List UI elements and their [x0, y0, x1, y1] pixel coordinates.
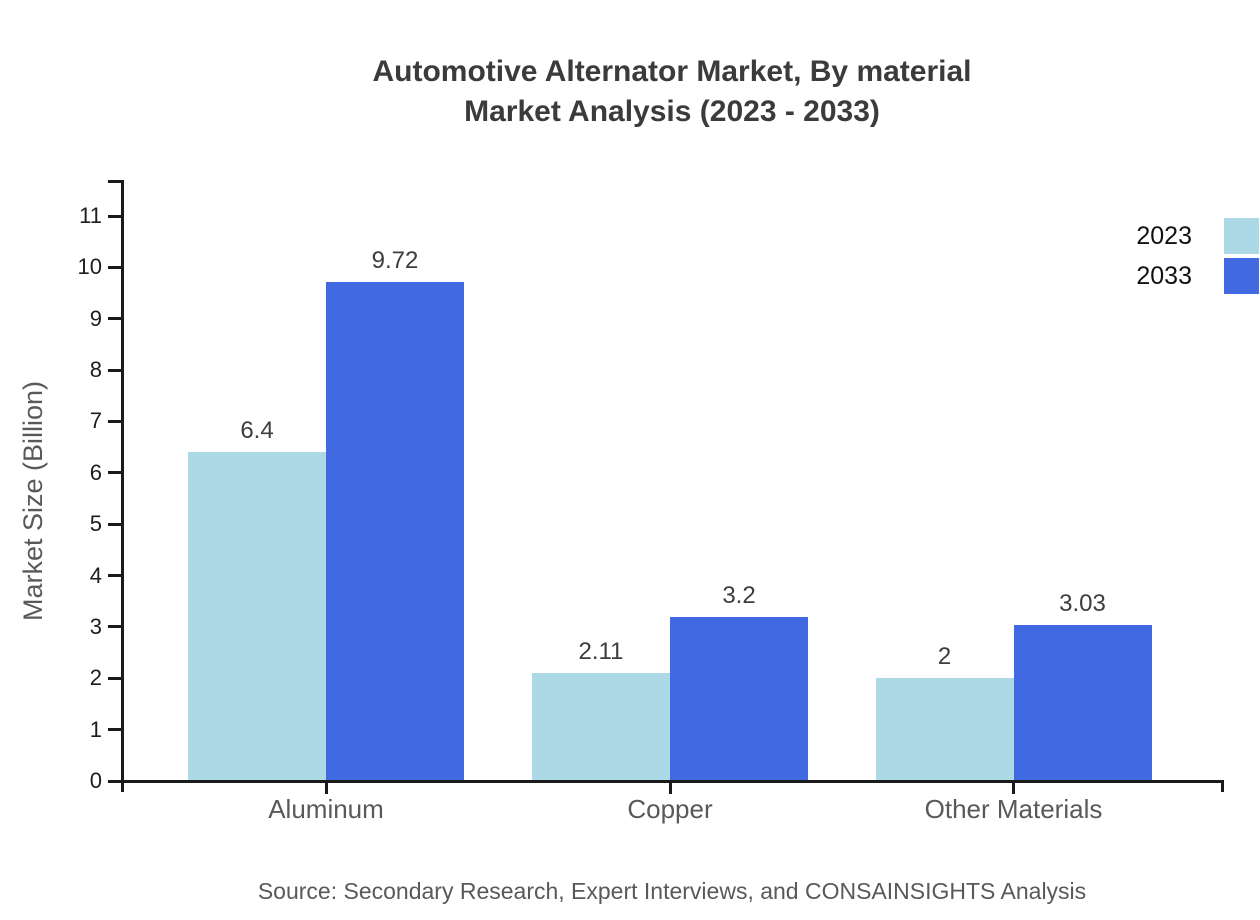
legend-swatch-2023: [1224, 218, 1259, 254]
bar-value-label: 6.4: [240, 417, 274, 445]
legend-row-2033: 2033: [1100, 258, 1259, 294]
y-tick-label: 4: [89, 562, 102, 588]
category-label-copper: Copper: [627, 794, 713, 824]
category-label-aluminum: Aluminum: [268, 794, 384, 824]
bar-value-label: 3.2: [722, 581, 756, 609]
bar-2023-aluminum: [188, 452, 326, 781]
chart-title-line2: Market Analysis (2023 - 2033): [464, 95, 880, 128]
x-axis-right-cap: [1221, 779, 1224, 792]
bar-2023-copper: [532, 672, 670, 781]
y-tick-label: 0: [89, 768, 102, 793]
y-tick: [108, 574, 121, 578]
legend: 2023 2033: [1100, 218, 1259, 298]
y-tick: [108, 728, 121, 732]
x-tick: [324, 782, 328, 794]
y-axis-top-cap: [108, 180, 121, 183]
y-tick: [108, 265, 121, 269]
y-tick: [108, 317, 121, 321]
y-tick-label: 5: [89, 511, 102, 537]
chart-title-line1: Automotive Alternator Market, By materia…: [372, 55, 972, 88]
y-tick: [108, 368, 121, 372]
y-tick-label: 8: [89, 357, 102, 383]
x-tick: [1012, 782, 1015, 794]
bar-2033-copper: [670, 616, 808, 781]
y-tick-label: 6: [89, 459, 102, 485]
y-tick: [108, 625, 121, 629]
y-tick: [108, 471, 121, 475]
source-note: Source: Secondary Research, Expert Inter…: [257, 878, 1087, 904]
legend-label-2033: 2033: [1136, 261, 1192, 290]
x-tick: [668, 782, 672, 794]
y-tick-label: 1: [89, 716, 102, 742]
bar-2033-aluminum: [326, 281, 464, 781]
category-label-other-materials: Other Materials: [924, 794, 1103, 824]
y-axis-line: [121, 180, 124, 792]
y-tick: [108, 214, 121, 218]
y-tick: [108, 676, 121, 680]
y-tick: [108, 779, 121, 783]
bar-2033-other-materials: [1013, 625, 1152, 781]
bar-value-label: 2.11: [578, 637, 624, 665]
legend-swatch-2033: [1224, 258, 1259, 294]
bar-2023-other-materials: [875, 678, 1014, 781]
bar-value-label: 3.03: [1059, 590, 1106, 618]
y-tick-label: 3: [89, 613, 102, 639]
x-axis-line: [121, 779, 1224, 783]
y-tick-label: 9: [89, 305, 102, 331]
y-tick: [108, 419, 121, 423]
y-tick: [108, 522, 121, 526]
legend-label-2023: 2023: [1136, 221, 1192, 250]
legend-row-2023: 2023: [1100, 218, 1259, 254]
y-tick-label: 7: [89, 408, 102, 434]
bar-value-label: 2: [937, 643, 952, 671]
bar-value-label: 9.72: [371, 246, 419, 274]
y-tick-label: 10: [77, 254, 102, 280]
y-tick-label: 11: [79, 203, 102, 229]
y-tick-label: 2: [89, 665, 102, 691]
chart-title: Automotive Alternator Market, By materia…: [122, 52, 1222, 132]
